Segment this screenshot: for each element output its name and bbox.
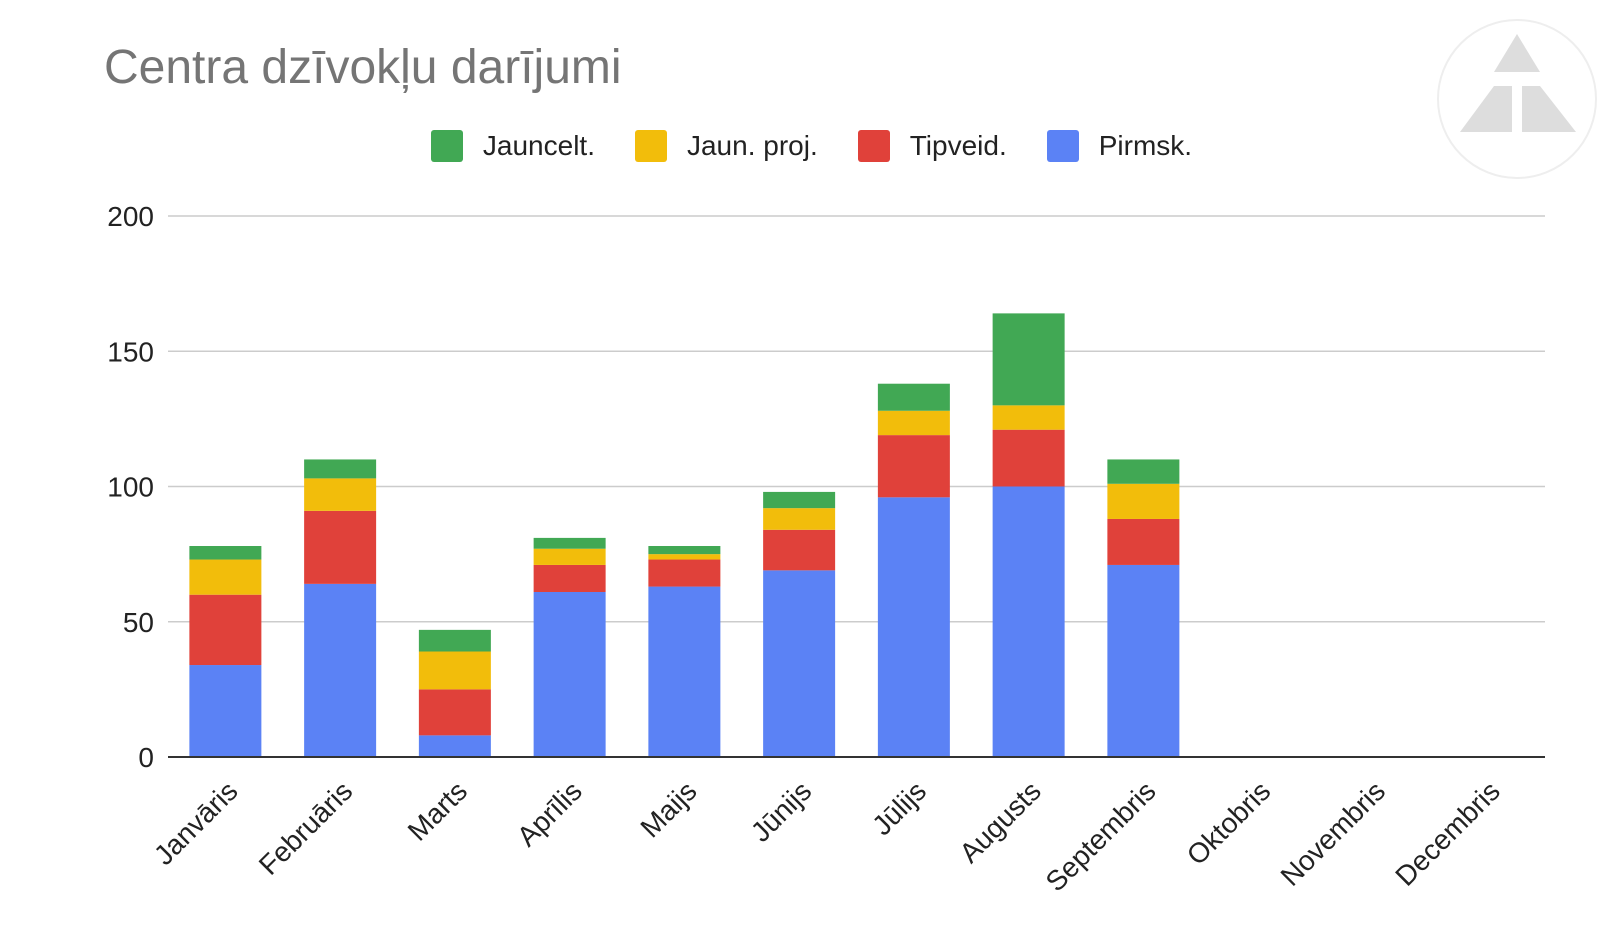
bar-jauncelt: [533, 537, 606, 549]
bar-pirmsk: [648, 586, 721, 757]
legend-item: Pirmsk.: [1046, 130, 1193, 162]
legend-swatch: [857, 130, 890, 162]
legend-item: Tipveid.: [857, 130, 1007, 162]
bar-jauncelt: [304, 459, 377, 479]
triangle-logo-icon: [1437, 19, 1597, 179]
bar-jauncelt: [648, 546, 721, 555]
y-tick-label: 0: [138, 742, 154, 773]
bar-tipveid: [533, 564, 606, 592]
bar-jaun-proj: [648, 554, 721, 560]
x-tick-label: Janvāris: [148, 775, 244, 871]
bar-pirmsk: [304, 583, 377, 757]
brand-logo: [1436, 18, 1598, 185]
bar-pirmsk: [992, 486, 1065, 757]
legend-label: Jauncelt.: [482, 130, 595, 161]
bar-tipveid: [763, 529, 836, 571]
bar-tipveid: [189, 594, 262, 666]
bar-jaun-proj: [763, 508, 836, 530]
legend-item: Jaun. proj.: [634, 130, 818, 162]
bar-tipveid: [304, 510, 377, 584]
legend-label: Jaun. proj.: [686, 130, 818, 161]
bar-tipveid: [992, 429, 1065, 487]
bar-jaun-proj: [533, 548, 606, 565]
x-tick-label: Decembris: [1389, 775, 1506, 892]
bar-jaun-proj: [418, 651, 491, 690]
x-tick-label: Augusts: [953, 775, 1046, 868]
bar-jauncelt: [1107, 459, 1180, 484]
y-tick-label: 100: [107, 472, 154, 503]
bar-pirmsk: [877, 497, 950, 757]
x-tick-label: Novembris: [1275, 775, 1392, 892]
legend-label: Pirmsk.: [1098, 130, 1193, 161]
legend-item: Jauncelt.: [430, 130, 595, 162]
bar-jauncelt: [763, 491, 836, 509]
x-tick-label: Maijs: [634, 775, 702, 843]
legend-swatch: [430, 130, 463, 162]
x-tick-label: Aprīlis: [511, 775, 588, 852]
x-tick-label: Februāris: [253, 775, 359, 881]
bar-tipveid: [648, 559, 721, 587]
bar-pirmsk: [533, 591, 606, 757]
y-tick-label: 200: [107, 201, 154, 232]
legend-swatch: [1046, 130, 1079, 162]
x-tick-label: Jūnijs: [745, 775, 818, 848]
bar-jauncelt: [189, 546, 262, 560]
bar-jaun-proj: [992, 405, 1065, 430]
bar-jauncelt: [418, 629, 491, 652]
bar-jauncelt: [877, 383, 950, 411]
y-tick-label: 50: [123, 607, 154, 638]
bar-pirmsk: [418, 735, 491, 757]
bar-pirmsk: [763, 570, 836, 757]
bar-jauncelt: [992, 313, 1065, 406]
legend-label: Tipveid.: [909, 130, 1007, 161]
chart-legend: Jauncelt. Jaun. proj. Tipveid. Pirmsk.: [0, 130, 1623, 162]
bar-tipveid: [418, 689, 491, 736]
bar-jaun-proj: [304, 478, 377, 511]
legend-swatch: [634, 130, 667, 162]
y-tick-label: 150: [107, 336, 154, 367]
bar-pirmsk: [1107, 564, 1180, 757]
bar-tipveid: [877, 435, 950, 498]
bar-tipveid: [1107, 518, 1180, 565]
x-tick-label: Marts: [402, 775, 473, 846]
bar-jaun-proj: [1107, 483, 1180, 519]
bar-pirmsk: [189, 665, 262, 757]
x-tick-label: Septembris: [1040, 775, 1162, 897]
chart-title: Centra dzīvokļu darījumi: [104, 41, 622, 94]
bar-jaun-proj: [189, 559, 262, 595]
x-tick-label: Jūlijs: [866, 775, 932, 841]
bar-jaun-proj: [877, 410, 950, 436]
x-tick-label: Oktobris: [1181, 775, 1277, 871]
